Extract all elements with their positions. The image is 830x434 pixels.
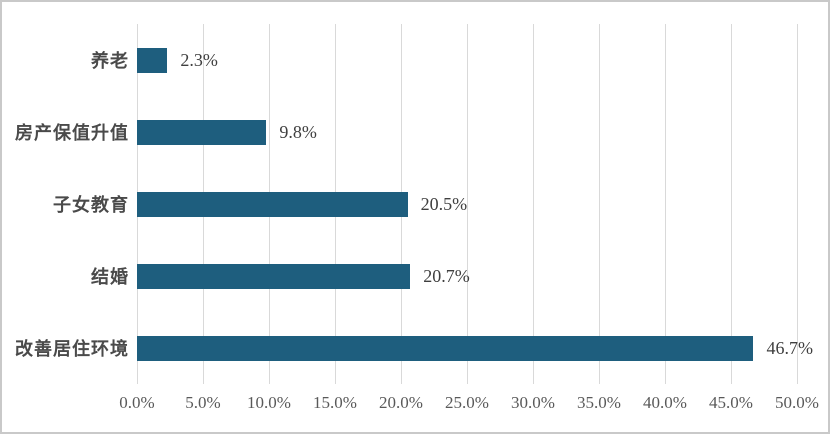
x-tick-label: 30.0% [511,393,555,412]
gridline [665,24,666,384]
bar [137,191,408,217]
x-tick-label: 20.0% [379,393,423,412]
x-tick-label: 35.0% [577,393,621,412]
category-label: 改善居住环境 [15,339,129,359]
x-tick-label: 45.0% [709,393,753,412]
category-label: 子女教育 [53,195,129,215]
plot-area: 2.3% 9.8% 20.5% 20.7% 46.7% [137,24,813,384]
x-tick-label: 0.0% [119,393,155,412]
x-tick-label: 10.0% [247,393,291,412]
bar [137,335,754,361]
category-label: 养老 [91,51,129,71]
bar-value-label: 9.8% [279,121,317,142]
bar-value-label: 20.5% [420,193,468,214]
gridline [467,24,468,384]
x-tick-label: 15.0% [313,393,357,412]
gridline [731,24,732,384]
x-tick-label: 5.0% [185,393,221,412]
gridline [599,24,600,384]
bar [137,119,267,145]
category-label: 结婚 [91,267,129,287]
gridline [533,24,534,384]
bar-value-label: 2.3% [180,49,218,70]
bar-value-label: 20.7% [423,265,470,286]
bar [137,263,411,289]
x-tick-label: 50.0% [775,393,819,412]
bar [137,47,168,73]
bar-value-label: 46.7% [766,337,813,358]
x-tick-label: 40.0% [643,393,687,412]
x-tick-label: 25.0% [445,393,489,412]
category-label: 房产保值升值 [15,123,129,143]
gridline [797,24,798,384]
